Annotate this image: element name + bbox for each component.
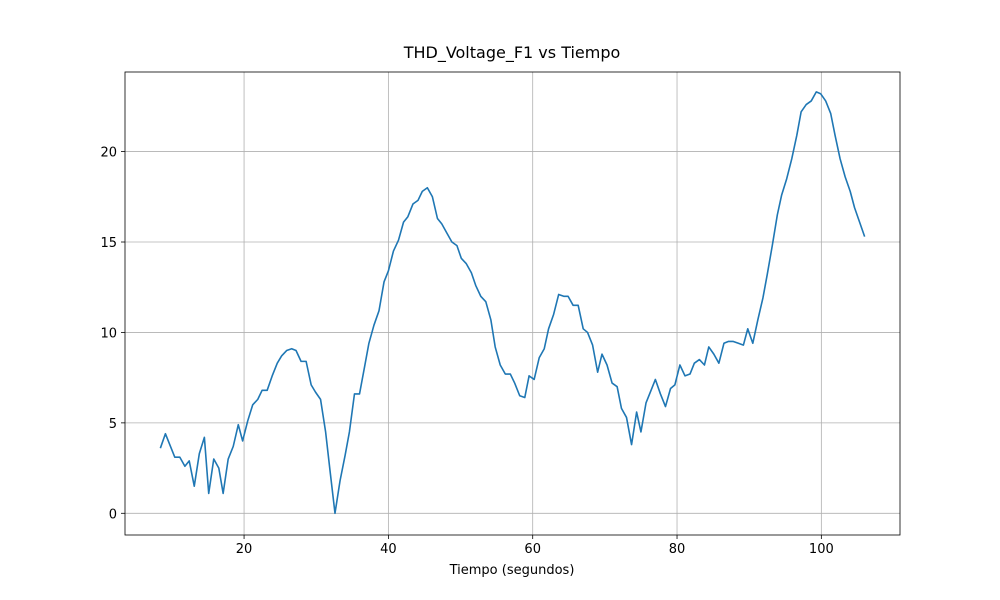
data-line xyxy=(159,91,866,515)
y-tick-label: 5 xyxy=(109,417,117,432)
y-tick-label: 15 xyxy=(100,236,117,251)
x-tick-label: 80 xyxy=(669,542,686,557)
y-tick-label: 20 xyxy=(100,146,117,161)
x-tick-label: 60 xyxy=(524,542,541,557)
x-tick-label: 100 xyxy=(809,542,834,557)
x-tick-label: 20 xyxy=(236,542,253,557)
x-tick-label: 40 xyxy=(380,542,397,557)
y-tick-label: 0 xyxy=(109,507,117,522)
chart-title: THD_Voltage_F1 vs Tiempo xyxy=(403,43,621,63)
plot-frame xyxy=(124,71,901,536)
y-tick-label: 10 xyxy=(100,326,117,341)
x-axis-label: Tiempo (segundos) xyxy=(449,563,575,578)
